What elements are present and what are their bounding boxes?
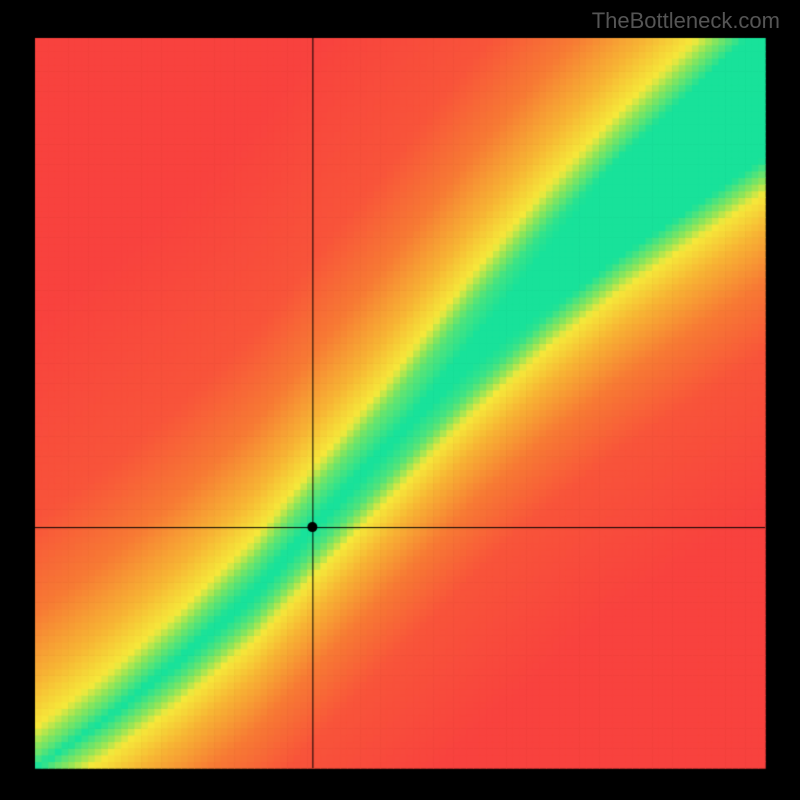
watermark-text: TheBottleneck.com — [592, 8, 780, 34]
chart-container: TheBottleneck.com — [0, 0, 800, 800]
heatmap-canvas — [0, 0, 800, 800]
